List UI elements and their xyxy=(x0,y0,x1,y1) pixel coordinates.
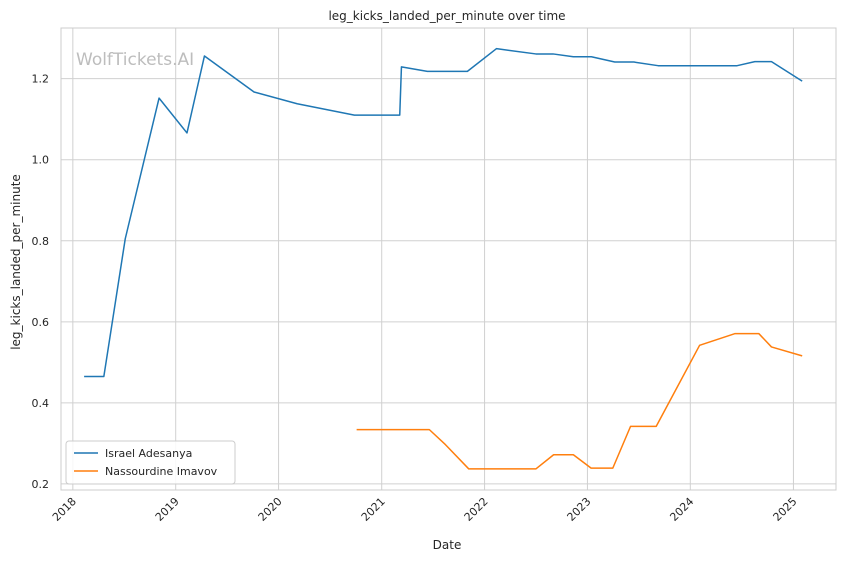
y-tick-label: 1.2 xyxy=(32,73,50,86)
series-line-nassourdine-imavov xyxy=(356,332,803,470)
watermark: WolfTickets.AI xyxy=(76,50,194,70)
y-tick-label: 0.4 xyxy=(32,397,50,410)
y-tick-label: 0.6 xyxy=(32,316,50,329)
legend: Israel Adesanya Nassourdine Imavov xyxy=(65,440,236,485)
y-tick-label: 0.2 xyxy=(32,478,50,491)
y-axis-ticks: 0.2 0.4 0.6 0.8 1.0 1.2 xyxy=(32,73,50,491)
y-tick-label: 0.8 xyxy=(32,235,50,248)
series-layer xyxy=(84,47,803,470)
chart-title: leg_kicks_landed_per_minute over time xyxy=(328,9,565,23)
legend-label-israel-adesanya: Israel Adesanya xyxy=(105,447,192,460)
plot-frame xyxy=(60,27,837,491)
y-axis-label: leg_kicks_landed_per_minute xyxy=(9,174,23,350)
x-axis-label: Date xyxy=(433,538,462,552)
legend-box xyxy=(65,440,236,485)
series-line-israel-adesanya xyxy=(84,47,803,378)
legend-label-nassourdine-imavov: Nassourdine Imavov xyxy=(105,465,218,478)
y-tick-label: 1.0 xyxy=(32,154,50,167)
